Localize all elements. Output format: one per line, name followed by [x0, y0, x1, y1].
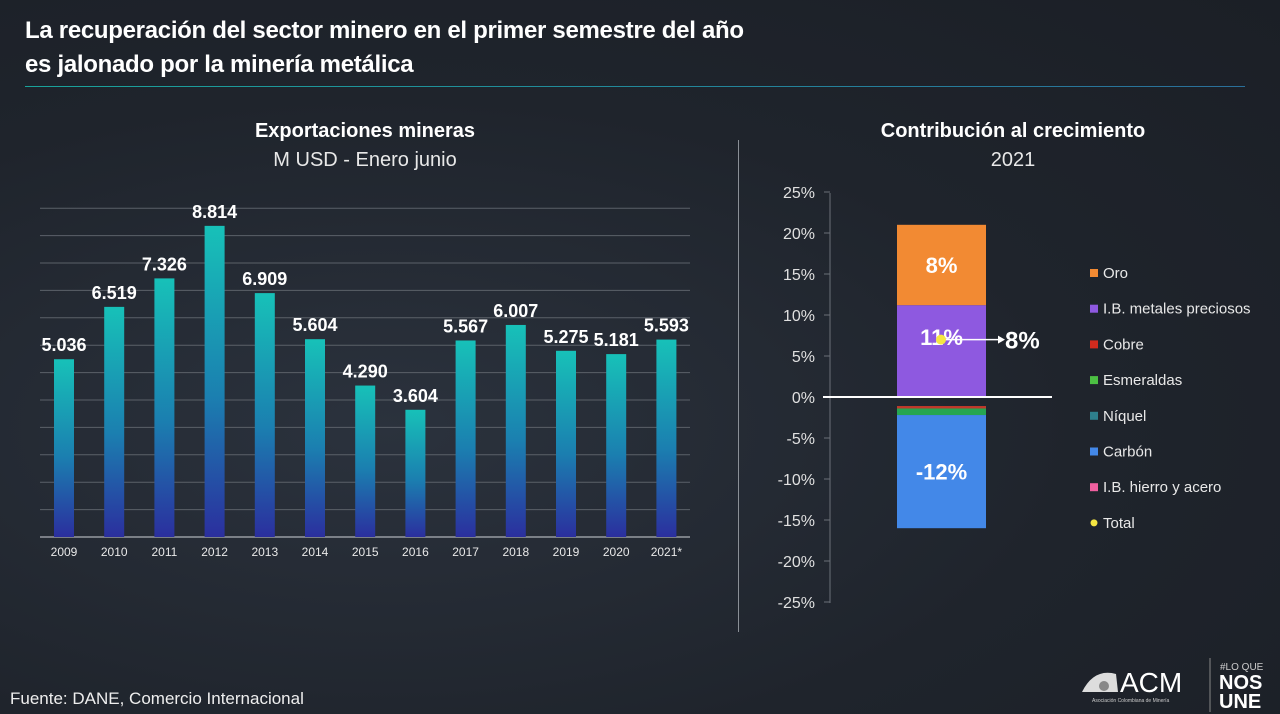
- bar-2010: [104, 306, 125, 537]
- segment-oro: [897, 224, 986, 306]
- segment-carb-n: [897, 415, 986, 529]
- x-tick-label: 2010: [101, 545, 128, 559]
- segment-label: -12%: [916, 460, 967, 485]
- x-tick-label: 2011: [151, 545, 177, 559]
- bar-chart-title: Exportaciones mineras: [254, 120, 476, 142]
- legend-item: Níquel: [1103, 408, 1146, 425]
- legend-swatch: [1090, 447, 1098, 456]
- bar-2015: [355, 385, 376, 537]
- data-label: 4.290: [343, 362, 388, 382]
- data-label: 5.036: [41, 335, 86, 355]
- bar-2009: [54, 359, 74, 537]
- data-label: 5.593: [644, 316, 689, 336]
- legend-item: Esmeraldas: [1103, 372, 1182, 389]
- slide-title: La recuperación del sector minero en el …: [25, 14, 744, 82]
- stack-chart-title: Contribución al crecimiento: [880, 120, 1146, 142]
- acm-logo: ACM Asociación Colombiana de Minería #LO…: [1080, 656, 1280, 714]
- legend-swatch: [1090, 340, 1098, 349]
- bar-2017: [455, 340, 476, 537]
- legend-item: Oro: [1103, 265, 1128, 282]
- data-label: 6.519: [92, 283, 137, 303]
- legend-swatch: [1090, 304, 1098, 313]
- segment-cobre: [897, 406, 986, 409]
- svg-text:UNE: UNE: [1219, 691, 1261, 713]
- source-note: Fuente: DANE, Comercio Internacional: [10, 689, 304, 708]
- legend-swatch: [1090, 269, 1098, 277]
- legend-swatch: [1090, 376, 1098, 385]
- x-tick-label: 2021*: [651, 545, 683, 559]
- stack-chart-subtitle: 2021: [990, 149, 1036, 171]
- data-label: 5.567: [443, 316, 488, 336]
- data-label: 5.275: [543, 327, 588, 347]
- segment-label: 8%: [926, 253, 958, 278]
- data-label: 8.814: [192, 202, 237, 222]
- total-label: 8%: [1005, 328, 1040, 355]
- chart-divider: [738, 140, 739, 632]
- x-tick-label: 2015: [352, 545, 379, 559]
- bar-2014: [305, 339, 325, 537]
- legend-item: Carbón: [1103, 444, 1152, 461]
- legend-item: I.B. metales preciosos: [1103, 301, 1251, 318]
- bar-2021*: [656, 339, 677, 537]
- x-tick-label: 2016: [402, 545, 429, 559]
- x-tick-label: 2020: [603, 545, 630, 559]
- y-tick-label: -10%: [778, 472, 815, 489]
- y-tick-label: 25%: [783, 185, 815, 202]
- legend-item: Total: [1103, 515, 1135, 532]
- bar-2016: [405, 409, 426, 537]
- title-line-1: La recuperación del sector minero en el …: [25, 17, 744, 44]
- arrow-head-icon: [998, 335, 1005, 344]
- svg-text:NOS: NOS: [1219, 672, 1262, 694]
- bar-2011: [154, 278, 175, 537]
- title-line-2: es jalonado por la minería metálica: [25, 51, 414, 78]
- data-label: 3.604: [393, 386, 438, 406]
- x-tick-label: 2013: [251, 545, 278, 559]
- data-label: 5.604: [292, 315, 337, 335]
- svg-text:Asociación Colombiana de Miner: Asociación Colombiana de Minería: [1092, 698, 1169, 704]
- bar-2020: [606, 354, 627, 537]
- bar-2013: [254, 293, 275, 537]
- title-rule: [25, 86, 1245, 87]
- y-tick-label: 0%: [792, 390, 815, 407]
- legend-swatch: [1090, 411, 1098, 420]
- y-tick-label: 5%: [792, 349, 815, 366]
- legend-swatch: [1090, 483, 1098, 492]
- data-label: 6.909: [242, 269, 287, 289]
- x-tick-label: 2018: [502, 545, 529, 559]
- svg-text:#LO QUE: #LO QUE: [1220, 662, 1264, 673]
- bar-2012: [204, 225, 225, 538]
- segment-esmeraldas: [897, 408, 986, 416]
- y-tick-label: -15%: [778, 513, 815, 530]
- logo-graphic: ACM Asociación Colombiana de Minería #LO…: [1082, 658, 1264, 713]
- x-tick-label: 2012: [201, 545, 228, 559]
- x-tick-label: 2019: [553, 545, 580, 559]
- data-label: 6.007: [493, 301, 538, 321]
- x-tick-label: 2009: [51, 545, 78, 559]
- y-tick-label: 20%: [783, 226, 815, 243]
- total-marker: [936, 334, 946, 345]
- y-tick-label: 15%: [783, 267, 815, 284]
- bar-2018: [505, 324, 526, 537]
- y-tick-label: -5%: [787, 431, 815, 448]
- y-tick-label: -25%: [778, 595, 815, 612]
- data-label: 7.326: [142, 254, 187, 274]
- x-tick-label: 2014: [302, 545, 329, 559]
- bar-chart-subtitle: M USD - Enero junio: [273, 149, 457, 171]
- svg-text:ACM: ACM: [1120, 667, 1182, 698]
- legend-item: I.B. hierro y acero: [1103, 479, 1221, 496]
- segment-i-b-metales-preciosos: [897, 305, 986, 397]
- legend-item: Cobre: [1103, 336, 1144, 353]
- y-tick-label: 10%: [783, 308, 815, 325]
- y-tick-label: -20%: [778, 554, 815, 571]
- bar-2019: [556, 350, 576, 537]
- legend-marker: [1090, 519, 1098, 527]
- x-tick-label: 2017: [452, 545, 479, 559]
- data-label: 5.181: [594, 330, 639, 350]
